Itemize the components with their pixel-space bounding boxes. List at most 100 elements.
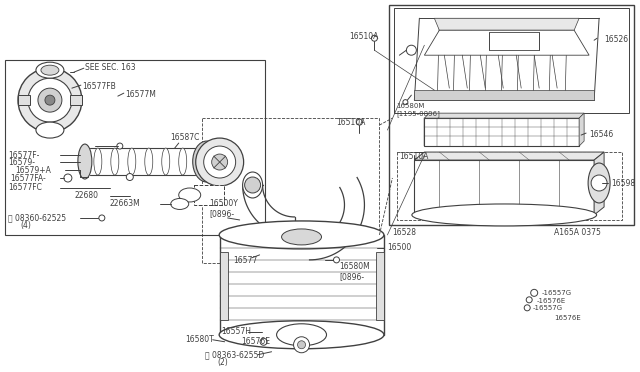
Text: SEE SEC. 163: SEE SEC. 163 xyxy=(85,63,136,72)
Circle shape xyxy=(526,297,532,303)
Polygon shape xyxy=(435,18,579,30)
Circle shape xyxy=(117,143,123,149)
Bar xyxy=(489,32,539,50)
Circle shape xyxy=(403,100,408,105)
Text: 16577FC: 16577FC xyxy=(8,183,42,192)
Ellipse shape xyxy=(412,204,596,226)
Circle shape xyxy=(28,78,72,122)
Ellipse shape xyxy=(276,324,326,346)
Ellipse shape xyxy=(94,148,102,175)
Circle shape xyxy=(204,146,236,178)
Circle shape xyxy=(38,88,62,112)
Ellipse shape xyxy=(36,122,64,138)
Text: -16557G: -16557G xyxy=(532,305,563,311)
Bar xyxy=(194,185,223,205)
Circle shape xyxy=(45,95,55,105)
Text: 16579+A: 16579+A xyxy=(15,166,51,174)
Circle shape xyxy=(294,337,310,353)
Circle shape xyxy=(18,68,82,132)
Text: 16526: 16526 xyxy=(604,35,628,44)
Text: 16598: 16598 xyxy=(611,179,636,187)
Circle shape xyxy=(212,154,228,170)
Ellipse shape xyxy=(179,148,187,175)
Circle shape xyxy=(196,138,244,186)
Text: (2): (2) xyxy=(218,358,228,367)
Text: 16510A: 16510A xyxy=(399,152,429,161)
Ellipse shape xyxy=(41,65,59,75)
Text: 16579-: 16579- xyxy=(8,157,35,167)
Circle shape xyxy=(244,177,260,193)
Circle shape xyxy=(406,45,417,55)
Ellipse shape xyxy=(243,172,262,198)
Polygon shape xyxy=(594,152,604,215)
Text: 16510A: 16510A xyxy=(337,118,366,127)
Circle shape xyxy=(524,305,530,311)
Bar xyxy=(18,95,30,105)
Text: 22680: 22680 xyxy=(75,192,99,201)
Text: 16500: 16500 xyxy=(387,243,412,253)
Bar xyxy=(376,252,385,320)
Bar xyxy=(70,95,82,105)
Polygon shape xyxy=(424,113,584,118)
Text: 22663M: 22663M xyxy=(110,199,141,208)
Bar xyxy=(424,118,579,146)
Circle shape xyxy=(298,341,305,349)
Ellipse shape xyxy=(588,163,610,203)
Text: 16510A: 16510A xyxy=(349,32,379,41)
Bar xyxy=(397,152,622,220)
Text: (4): (4) xyxy=(20,221,31,230)
Ellipse shape xyxy=(111,148,119,175)
Text: Ⓢ 08363-6255D: Ⓢ 08363-6255D xyxy=(205,350,264,359)
Circle shape xyxy=(196,151,217,171)
Ellipse shape xyxy=(78,144,92,179)
Ellipse shape xyxy=(193,141,221,182)
Circle shape xyxy=(126,173,133,180)
Text: 16546: 16546 xyxy=(589,130,613,139)
Text: 16500Y
[0896-: 16500Y [0896- xyxy=(210,199,239,218)
Ellipse shape xyxy=(219,321,384,349)
Bar xyxy=(5,60,264,235)
Text: 16580T: 16580T xyxy=(185,335,214,344)
Text: 16576E: 16576E xyxy=(242,337,271,346)
Polygon shape xyxy=(424,30,589,55)
Circle shape xyxy=(371,35,378,41)
Polygon shape xyxy=(414,160,594,215)
Text: 16580M
[1195-0896]: 16580M [1195-0896] xyxy=(396,103,440,117)
Ellipse shape xyxy=(145,148,153,175)
Ellipse shape xyxy=(128,148,136,175)
Ellipse shape xyxy=(171,199,189,209)
Circle shape xyxy=(591,175,607,191)
Text: 16528: 16528 xyxy=(392,228,417,237)
Text: A165A 0375: A165A 0375 xyxy=(554,228,601,237)
Bar xyxy=(389,5,634,225)
Circle shape xyxy=(333,257,339,263)
Polygon shape xyxy=(414,152,604,160)
Text: 16577: 16577 xyxy=(234,256,258,265)
Ellipse shape xyxy=(179,188,201,202)
Text: 16587C: 16587C xyxy=(170,133,199,142)
Circle shape xyxy=(356,119,362,125)
Text: 16577FA-: 16577FA- xyxy=(10,173,45,183)
Bar xyxy=(220,235,385,335)
Text: 16580M
[0896-: 16580M [0896- xyxy=(339,262,370,281)
Text: 16577FB: 16577FB xyxy=(82,82,116,91)
Bar xyxy=(202,118,380,263)
Polygon shape xyxy=(579,113,584,146)
Text: 16557H: 16557H xyxy=(221,327,252,336)
Bar xyxy=(394,8,629,113)
Polygon shape xyxy=(414,90,594,100)
Text: 16577F-: 16577F- xyxy=(8,151,40,160)
Text: -16557G: -16557G xyxy=(541,290,572,296)
Bar xyxy=(220,252,228,320)
Ellipse shape xyxy=(219,221,384,249)
Circle shape xyxy=(99,215,105,221)
Ellipse shape xyxy=(162,148,170,175)
Text: Ⓢ 08360-62525: Ⓢ 08360-62525 xyxy=(8,214,66,222)
Circle shape xyxy=(64,174,72,182)
Circle shape xyxy=(531,289,538,296)
Text: -16576E: -16576E xyxy=(536,298,566,304)
Text: 16576E: 16576E xyxy=(554,315,581,321)
Ellipse shape xyxy=(36,62,64,78)
Ellipse shape xyxy=(282,229,321,245)
Text: 16577M: 16577M xyxy=(125,90,156,99)
